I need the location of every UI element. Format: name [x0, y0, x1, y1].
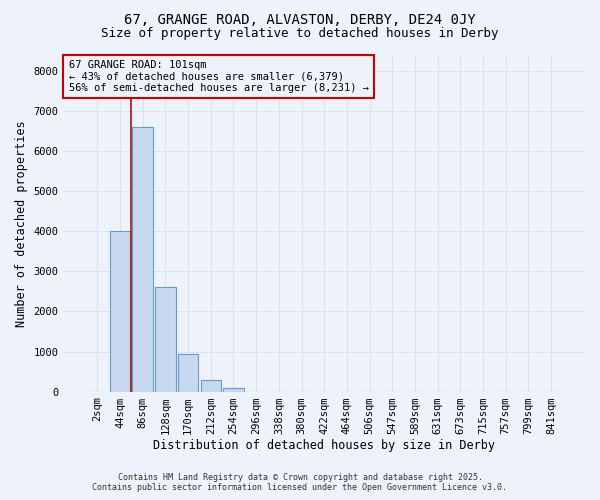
Bar: [178, 354, 198, 392]
Y-axis label: Number of detached properties: Number of detached properties: [15, 120, 28, 326]
Bar: [110, 232, 130, 392]
Bar: [200, 380, 221, 392]
Text: Size of property relative to detached houses in Derby: Size of property relative to detached ho…: [101, 28, 499, 40]
Bar: [223, 388, 244, 392]
Bar: [133, 127, 153, 392]
X-axis label: Distribution of detached houses by size in Derby: Distribution of detached houses by size …: [153, 440, 495, 452]
Text: Contains HM Land Registry data © Crown copyright and database right 2025.
Contai: Contains HM Land Registry data © Crown c…: [92, 473, 508, 492]
Bar: [155, 288, 176, 392]
Text: 67, GRANGE ROAD, ALVASTON, DERBY, DE24 0JY: 67, GRANGE ROAD, ALVASTON, DERBY, DE24 0…: [124, 12, 476, 26]
Text: 67 GRANGE ROAD: 101sqm
← 43% of detached houses are smaller (6,379)
56% of semi-: 67 GRANGE ROAD: 101sqm ← 43% of detached…: [68, 60, 368, 93]
